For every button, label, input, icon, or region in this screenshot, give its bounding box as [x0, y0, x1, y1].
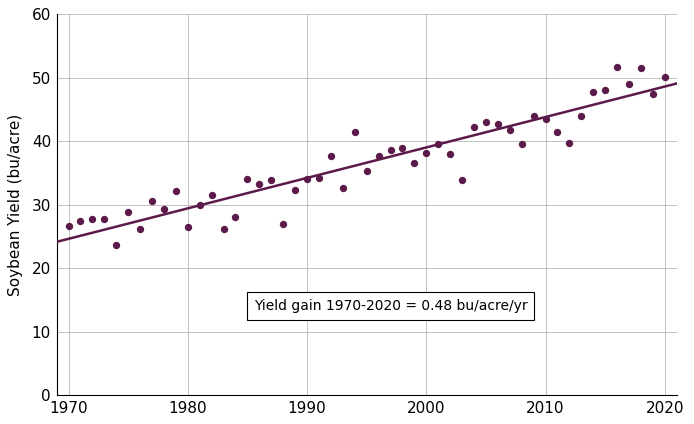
- Point: [505, 127, 516, 134]
- Point: [242, 175, 253, 182]
- Point: [361, 168, 372, 175]
- Text: Yield gain 1970-2020 = 0.48 bu/acre/yr: Yield gain 1970-2020 = 0.48 bu/acre/yr: [254, 299, 527, 313]
- Point: [158, 205, 169, 212]
- Point: [135, 226, 146, 233]
- Point: [75, 218, 86, 225]
- Point: [432, 140, 443, 147]
- Point: [457, 176, 468, 183]
- Point: [385, 146, 396, 153]
- Point: [409, 159, 420, 166]
- Point: [194, 201, 205, 208]
- Point: [218, 226, 229, 232]
- Point: [206, 192, 217, 198]
- Point: [289, 187, 301, 193]
- Point: [421, 150, 432, 157]
- Point: [636, 64, 647, 71]
- Point: [480, 118, 491, 125]
- Point: [301, 175, 312, 182]
- Point: [230, 213, 241, 220]
- Point: [659, 73, 670, 80]
- Point: [99, 215, 110, 222]
- Point: [87, 215, 98, 222]
- Point: [146, 198, 158, 204]
- Point: [63, 222, 74, 229]
- Y-axis label: Soybean Yield (bu/acre): Soybean Yield (bu/acre): [8, 114, 24, 296]
- Point: [588, 88, 599, 95]
- Point: [325, 153, 337, 160]
- Point: [266, 176, 277, 183]
- Point: [552, 128, 563, 135]
- Point: [110, 241, 121, 248]
- Point: [337, 185, 348, 192]
- Point: [314, 175, 325, 181]
- Point: [576, 112, 587, 119]
- Point: [516, 140, 527, 147]
- Point: [123, 208, 134, 215]
- Point: [528, 112, 539, 119]
- Point: [445, 151, 456, 157]
- Point: [183, 223, 194, 230]
- Point: [278, 220, 289, 227]
- Point: [349, 129, 360, 136]
- Point: [600, 87, 611, 94]
- Point: [397, 145, 408, 152]
- Point: [540, 116, 551, 123]
- Point: [170, 188, 181, 195]
- Point: [623, 80, 634, 87]
- Point: [564, 139, 575, 146]
- Point: [373, 153, 384, 160]
- Point: [648, 91, 659, 98]
- Point: [254, 180, 265, 187]
- Point: [611, 64, 623, 70]
- Point: [492, 121, 503, 128]
- Point: [468, 124, 480, 131]
